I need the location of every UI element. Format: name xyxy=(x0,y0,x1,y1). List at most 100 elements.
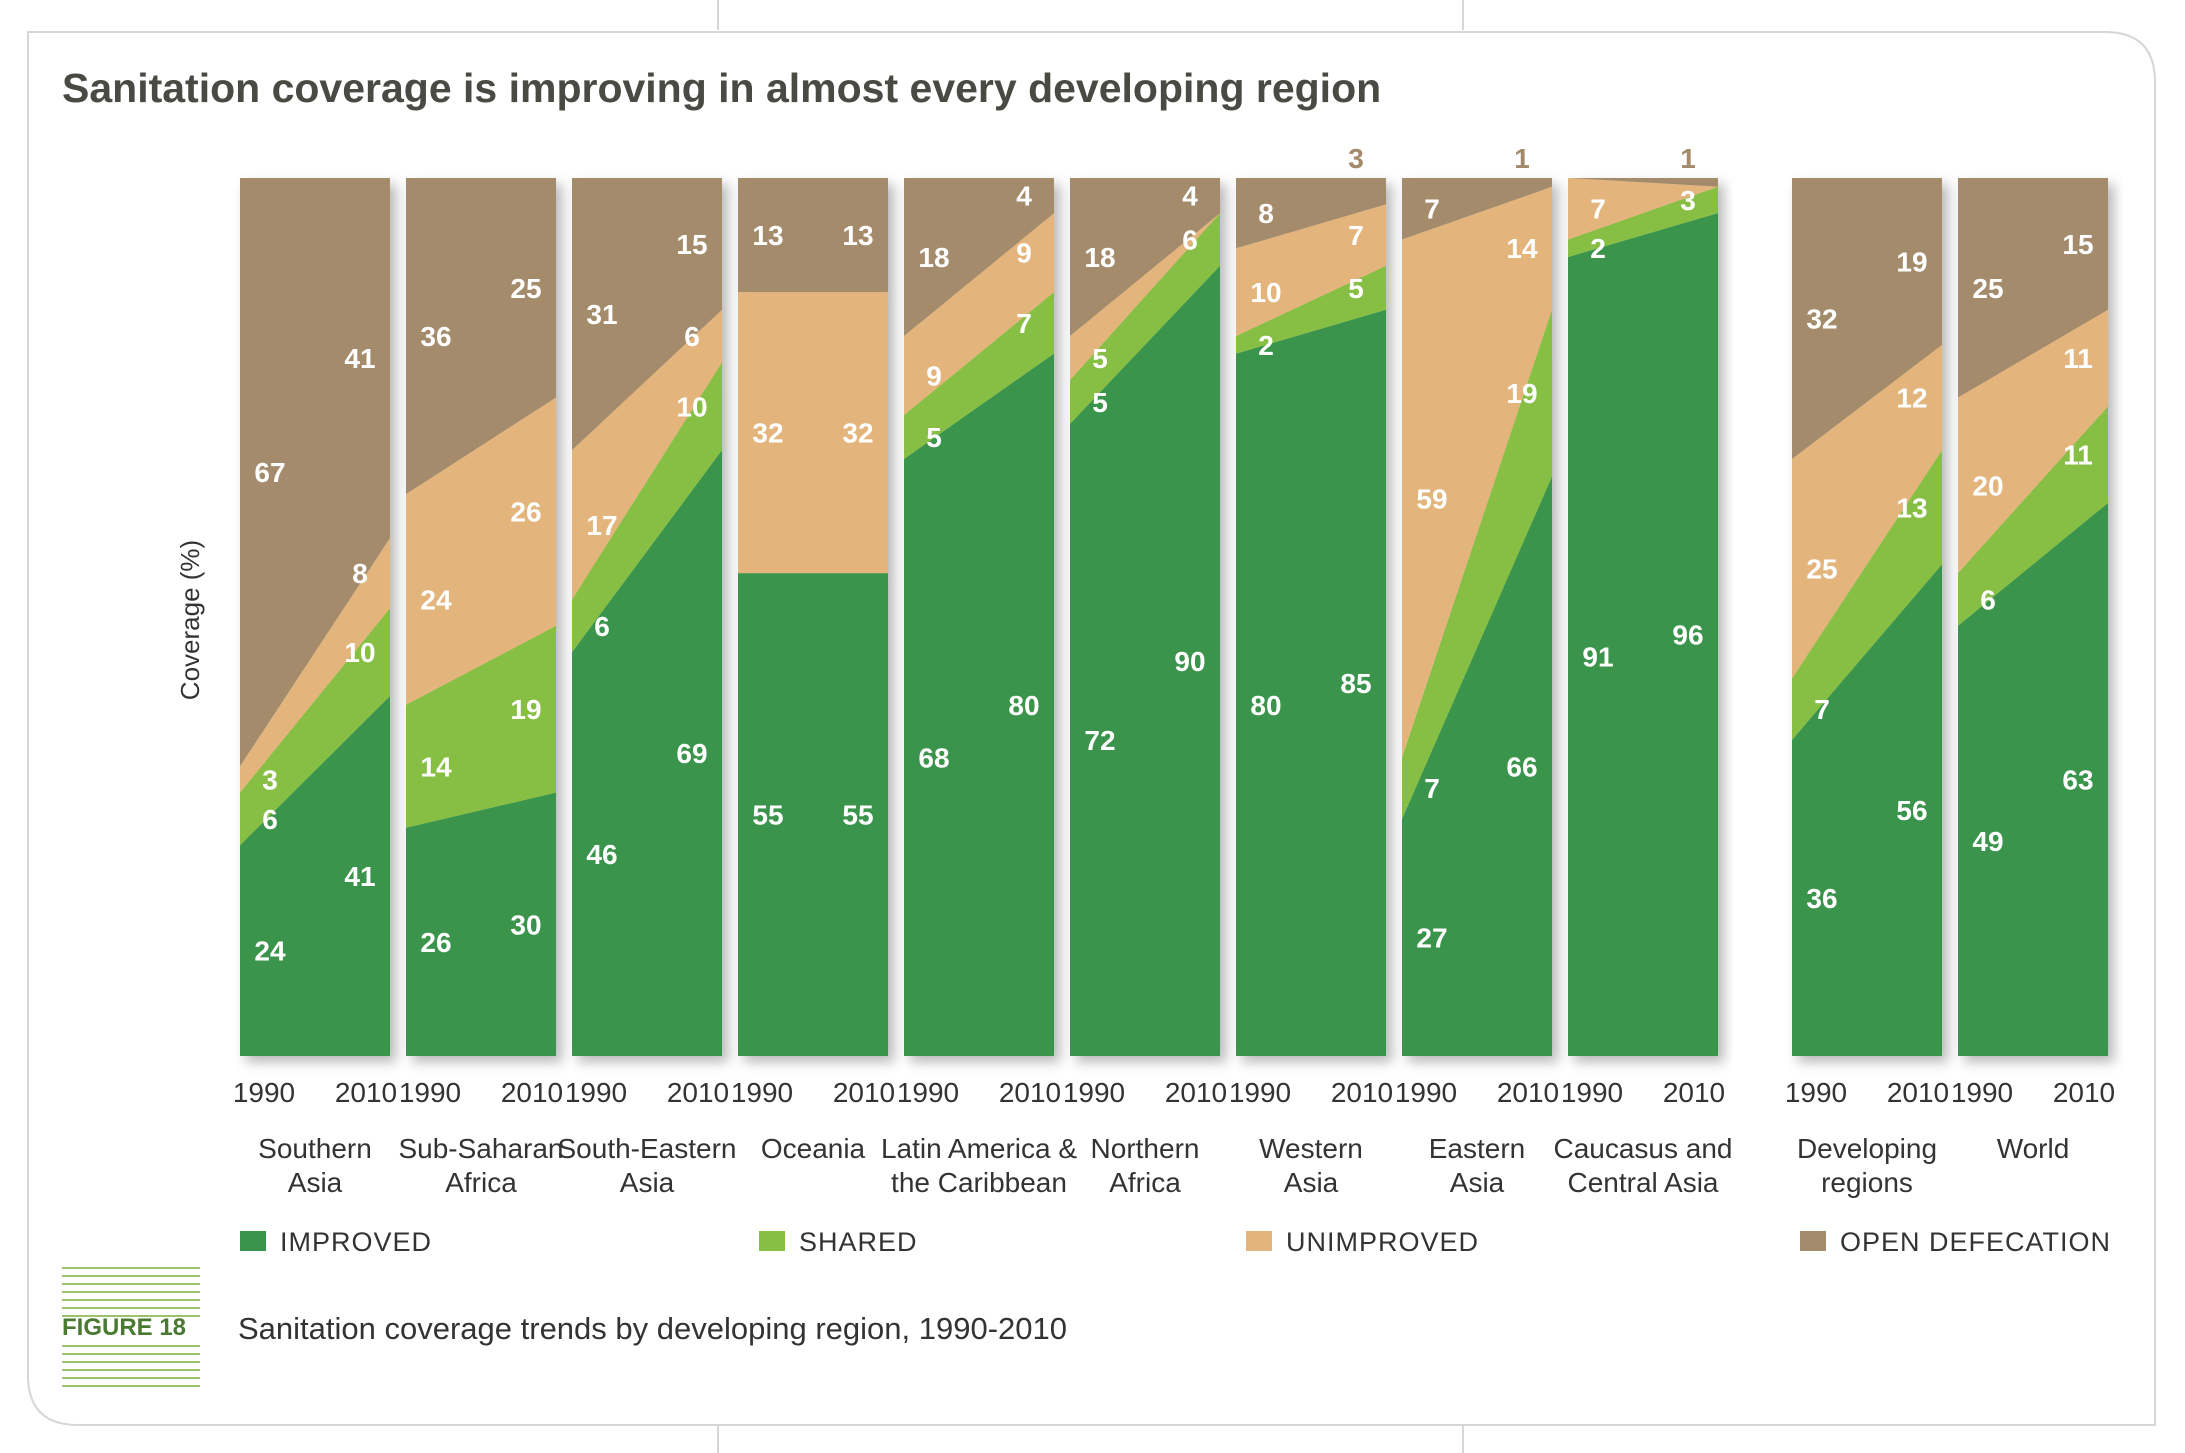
panel-northern-africa xyxy=(1070,178,1220,1056)
area-improved-world xyxy=(1958,502,2108,1056)
x-tick-1990-western-asia: 1990 xyxy=(1229,1077,1291,1108)
data-label-improved-1990-southern-asia: 24 xyxy=(254,936,286,967)
region-label-latin-america-the-caribbean: the Caribbean xyxy=(891,1167,1067,1198)
panel-eastern-asia xyxy=(1402,178,1552,1056)
region-label-oceania: Oceania xyxy=(761,1133,866,1164)
legend-label-unimproved: UNIMPROVED xyxy=(1286,1227,1479,1257)
legend: IMPROVED SHARED UNIMPROVED OPEN DEFECATI… xyxy=(240,1227,2110,1257)
area-shared-northern-africa xyxy=(1070,213,1220,424)
area-unimproved-oceania xyxy=(738,292,888,574)
data-label-open-defecation-1990-eastern-asia: 7 xyxy=(1424,194,1440,225)
data-label-open-defecation-1990-oceania: 13 xyxy=(752,220,783,251)
data-label-unimproved-1990-northern-africa: 5 xyxy=(1092,343,1108,374)
data-label-open-defecation-1990-world: 25 xyxy=(1972,273,2003,304)
area-shared-sub-saharan-africa xyxy=(406,625,556,828)
data-label-improved-1990-latin-america-the-caribbean: 68 xyxy=(918,742,949,773)
data-label-improved-1990-sub-saharan-africa: 26 xyxy=(420,927,451,958)
data-label-shared-1990-caucasus-and-central-asia: 2 xyxy=(1590,233,1606,264)
data-label-unimproved-1990-developing-regions: 25 xyxy=(1806,554,1837,585)
x-tick-1990-northern-africa: 1990 xyxy=(1063,1077,1125,1108)
data-label-unimproved-1990-oceania: 32 xyxy=(752,418,783,449)
panel-developing-regions xyxy=(1792,178,1942,1056)
x-tick-2010-world: 2010 xyxy=(2053,1077,2115,1108)
region-label-south-eastern-asia: South-Eastern xyxy=(558,1133,737,1164)
region-label-latin-america-the-caribbean: Latin America & xyxy=(881,1133,1077,1164)
data-label-shared-2010-southern-asia: 10 xyxy=(344,637,375,668)
legend-label-improved: IMPROVED xyxy=(280,1227,432,1257)
area-unimproved-world xyxy=(1958,309,2108,574)
x-tick-2010-latin-america-the-caribbean: 2010 xyxy=(999,1077,1061,1108)
data-label-unimproved-2010-world: 11 xyxy=(2063,343,2093,374)
x-tick-1990-sub-saharan-africa: 1990 xyxy=(399,1077,461,1108)
data-label-open-defecation-2010-northern-africa: 4 xyxy=(1182,181,1198,212)
area-open-defecation-sub-saharan-africa xyxy=(406,178,556,495)
region-label-caucasus-and-central-asia: Caucasus and xyxy=(1553,1133,1732,1164)
data-label-shared-2010-world: 11 xyxy=(2063,440,2093,471)
area-improved-southern-asia xyxy=(240,696,390,1056)
area-improved-caucasus-and-central-asia xyxy=(1568,213,1718,1056)
data-label-open-defecation-1990-northern-africa: 18 xyxy=(1084,242,1115,273)
data-label-unimproved-2010-southern-asia: 8 xyxy=(352,558,368,589)
data-label-improved-2010-western-asia: 85 xyxy=(1340,668,1371,699)
region-label-developing-regions: Developing xyxy=(1797,1133,1937,1164)
data-label-shared-1990-sub-saharan-africa: 14 xyxy=(420,751,452,782)
data-label-open-defecation-2010-developing-regions: 19 xyxy=(1896,246,1927,277)
area-unimproved-south-eastern-asia xyxy=(572,309,722,600)
area-unimproved-latin-america-the-caribbean xyxy=(904,213,1054,416)
data-label-improved-1990-caucasus-and-central-asia: 91 xyxy=(1582,642,1613,673)
data-label-unimproved-1990-sub-saharan-africa: 24 xyxy=(420,584,452,615)
plot-area xyxy=(240,178,2108,1057)
area-open-defecation-eastern-asia xyxy=(1402,178,1552,240)
area-unimproved-southern-asia xyxy=(240,537,390,793)
area-unimproved-caucasus-and-central-asia xyxy=(1568,178,1718,240)
data-label-unimproved-1990-eastern-asia: 59 xyxy=(1416,483,1447,514)
data-label-shared-2010-northern-africa: 6 xyxy=(1182,224,1198,255)
area-improved-developing-regions xyxy=(1792,564,1942,1056)
data-label-unimproved-2010-sub-saharan-africa: 26 xyxy=(510,497,541,528)
region-label-northern-africa: Northern xyxy=(1091,1133,1200,1164)
data-label-open-defecation-1990-sub-saharan-africa: 36 xyxy=(420,321,451,352)
data-label-shared-1990-south-eastern-asia: 6 xyxy=(594,611,610,642)
data-label-improved-1990-south-eastern-asia: 46 xyxy=(586,839,617,870)
data-label-shared-1990-southern-asia: 6 xyxy=(262,804,278,835)
figure-caption: Sanitation coverage trends by developing… xyxy=(238,1311,1067,1346)
data-label-open-defecation-1990-latin-america-the-caribbean: 18 xyxy=(918,242,949,273)
data-label-open-defecation-2010-caucasus-and-central-asia: 1 xyxy=(1680,143,1696,174)
data-label-unimproved-1990-world: 20 xyxy=(1972,470,2003,501)
data-label-unimproved-2010-south-eastern-asia: 6 xyxy=(684,321,700,352)
panel-sub-saharan-africa xyxy=(406,178,556,1056)
figure-stripes xyxy=(62,1267,200,1387)
data-label-shared-2010-south-eastern-asia: 10 xyxy=(676,391,707,422)
x-tick-2010-developing-regions: 2010 xyxy=(1887,1077,1949,1108)
x-tick-1990-south-eastern-asia: 1990 xyxy=(565,1077,627,1108)
area-open-defecation-western-asia xyxy=(1236,178,1386,249)
area-unimproved-northern-africa xyxy=(1070,213,1220,380)
data-label-unimproved-1990-southern-asia: 3 xyxy=(262,764,278,795)
data-label-improved-1990-developing-regions: 36 xyxy=(1806,883,1837,914)
x-tick-1990-oceania: 1990 xyxy=(731,1077,793,1108)
data-label-shared-1990-developing-regions: 7 xyxy=(1814,694,1830,725)
chart-title: Sanitation coverage is improving in almo… xyxy=(62,65,1381,111)
area-shared-eastern-asia xyxy=(1402,309,1552,819)
data-label-improved-1990-oceania: 55 xyxy=(752,800,783,831)
data-label-shared-2010-sub-saharan-africa: 19 xyxy=(510,694,541,725)
x-tick-1990-southern-asia: 1990 xyxy=(233,1077,295,1108)
data-label-improved-2010-developing-regions: 56 xyxy=(1896,795,1927,826)
legend-swatch-shared xyxy=(759,1231,785,1251)
data-label-improved-1990-western-asia: 80 xyxy=(1250,690,1281,721)
data-label-improved-2010-southern-asia: 41 xyxy=(344,861,375,892)
x-tick-1990-latin-america-the-caribbean: 1990 xyxy=(897,1077,959,1108)
area-improved-oceania xyxy=(738,573,888,1056)
area-open-defecation-southern-asia xyxy=(240,178,390,767)
x-tick-2010-south-eastern-asia: 2010 xyxy=(667,1077,729,1108)
data-label-unimproved-1990-western-asia: 10 xyxy=(1250,277,1281,308)
legend-swatch-unimproved xyxy=(1246,1231,1272,1251)
region-label-world: World xyxy=(1997,1133,2070,1164)
data-label-open-defecation-1990-developing-regions: 32 xyxy=(1806,303,1837,334)
region-label-southern-asia: Southern xyxy=(258,1133,372,1164)
x-tick-1990-eastern-asia: 1990 xyxy=(1395,1077,1457,1108)
x-tick-1990-world: 1990 xyxy=(1951,1077,2013,1108)
region-label-sub-saharan-africa: Africa xyxy=(445,1167,517,1198)
data-label-shared-1990-eastern-asia: 7 xyxy=(1424,773,1440,804)
